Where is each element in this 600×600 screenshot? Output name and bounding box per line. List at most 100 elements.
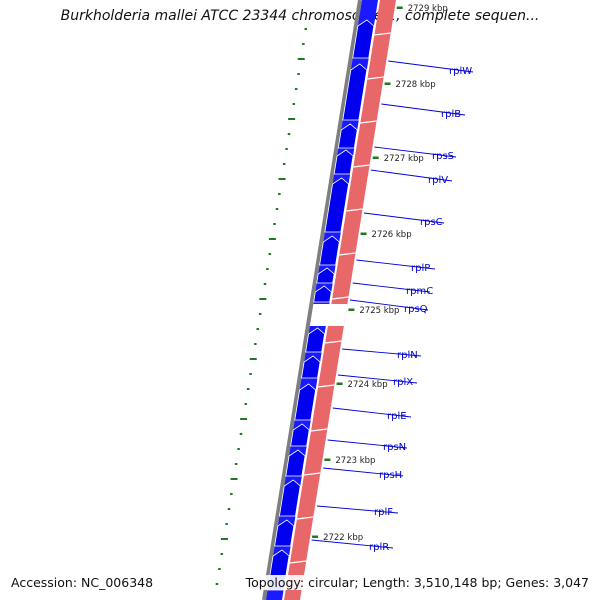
gene-leader-line bbox=[323, 467, 404, 477]
gc-skew-mark bbox=[285, 148, 288, 150]
gc-skew-mark bbox=[259, 298, 267, 300]
gene-leader-line bbox=[374, 146, 457, 158]
gene-arrow bbox=[278, 479, 301, 517]
gene-label: rplP bbox=[411, 263, 430, 274]
gc-skew-mark bbox=[246, 388, 250, 390]
gc-skew-mark bbox=[287, 133, 291, 135]
gc-skew-mark bbox=[297, 73, 300, 75]
gc-skew-mark bbox=[297, 58, 305, 60]
kbp-label: 2727 kbp bbox=[384, 154, 424, 164]
backbone-track bbox=[262, 0, 362, 600]
gc-skew-mark bbox=[220, 538, 228, 540]
gc-skew-mark bbox=[237, 448, 240, 450]
gene-arrow bbox=[294, 383, 317, 421]
gene-leader-line bbox=[342, 348, 422, 357]
topology-label: Topology: circular; Length: 3,510,148 bp… bbox=[243, 575, 591, 590]
gc-skew-mark bbox=[304, 28, 308, 30]
gene-leader-line bbox=[332, 407, 412, 418]
gene-label: rplF bbox=[374, 507, 393, 518]
gene-leader-line bbox=[381, 103, 466, 116]
gc-skew-mark bbox=[218, 568, 221, 570]
gc-skew-mark bbox=[292, 103, 296, 105]
gene-leader-line bbox=[356, 259, 436, 270]
reverse-track-separator bbox=[346, 208, 363, 212]
gene-arrow bbox=[301, 355, 321, 379]
gc-skew-mark bbox=[268, 253, 272, 255]
gene-label: rplX bbox=[393, 377, 413, 388]
reverse-track-separator bbox=[332, 296, 349, 300]
gene-leader-line bbox=[327, 439, 408, 449]
gc-skew-mark bbox=[288, 118, 296, 120]
reverse-track-separator bbox=[303, 472, 321, 476]
reverse-track-separator bbox=[289, 560, 307, 564]
gene-label: rplN bbox=[397, 350, 418, 361]
gene-arrow bbox=[313, 285, 332, 303]
kbp-tick bbox=[348, 308, 355, 311]
gc-skew-mark bbox=[263, 283, 267, 285]
gc-skew-mark bbox=[294, 88, 298, 90]
gc-skew-mark bbox=[258, 313, 262, 315]
reverse-track-separator bbox=[360, 120, 377, 124]
kbp-label: 2729 kbp bbox=[408, 4, 448, 14]
gc-skew-mark bbox=[268, 238, 276, 240]
gc-skew-mark bbox=[220, 553, 224, 555]
gene-arrow bbox=[290, 423, 310, 447]
gc-skew-mark bbox=[249, 358, 257, 360]
reverse-track-separator bbox=[339, 252, 356, 256]
gene-arrow bbox=[337, 123, 358, 149]
kbp-label: 2724 kbp bbox=[348, 380, 388, 390]
gene-arrow bbox=[305, 327, 325, 353]
gene-labels: rplW rplB rpsS rplV rpsC rplP rpmC rpsQ rplN rplX… bbox=[311, 60, 474, 553]
kbp-tick bbox=[396, 6, 403, 9]
gene-arrow bbox=[352, 19, 375, 59]
kbp-label: 2723 kbp bbox=[335, 456, 375, 466]
reverse-track-separator bbox=[310, 428, 328, 432]
kbp-tick bbox=[312, 535, 319, 538]
gc-skew-mark bbox=[278, 193, 281, 195]
gc-skew-mark bbox=[225, 523, 228, 525]
kbp-tick bbox=[360, 232, 367, 235]
gene-leader-line bbox=[363, 212, 445, 224]
kbp-tick bbox=[324, 458, 331, 461]
gene-arrow bbox=[285, 449, 306, 477]
gc-skew-mark bbox=[227, 508, 231, 510]
reverse-track-separator bbox=[367, 76, 384, 80]
gene-label: rpsC bbox=[420, 217, 443, 228]
gene-arrows bbox=[267, 19, 375, 591]
gc-skew-mark bbox=[254, 343, 257, 345]
kbp-ruler: 2729 kbp 2728 kbp 2727 kbp 2726 kbp 2725 kbp… bbox=[312, 4, 448, 543]
gene-leader-line bbox=[352, 282, 431, 293]
gene-arrow bbox=[342, 63, 368, 121]
gene-label: rpsH bbox=[379, 470, 402, 481]
gene-arrow bbox=[316, 267, 335, 284]
gc-skew-mark bbox=[278, 178, 286, 180]
track-gap bbox=[309, 304, 348, 326]
kbp-label: 2722 kbp bbox=[323, 533, 363, 543]
gc-skew-mark bbox=[244, 403, 248, 405]
gene-label: rpsS bbox=[432, 151, 454, 162]
gc-skew-mark bbox=[239, 433, 243, 435]
kbp-tick bbox=[384, 82, 391, 85]
gene-label: rpsQ bbox=[404, 304, 428, 315]
kbp-label: 2728 kbp bbox=[396, 80, 436, 90]
gc-skew-mark bbox=[240, 418, 248, 420]
gc-skew-mark bbox=[282, 163, 286, 165]
gene-label: rplR bbox=[369, 542, 389, 553]
gc-skew-mark bbox=[230, 493, 233, 495]
gene-leader-line bbox=[337, 374, 418, 384]
reverse-track-separator bbox=[318, 384, 335, 388]
gc-skew-mark bbox=[230, 478, 238, 480]
gene-leader-line bbox=[349, 299, 429, 311]
gc-skew-mark bbox=[215, 583, 219, 585]
reverse-track-band bbox=[284, 0, 396, 600]
reverse-track-separator bbox=[353, 164, 370, 168]
reverse-track-separator bbox=[374, 32, 391, 36]
gene-arrow bbox=[274, 519, 295, 547]
reverse-track-separator bbox=[296, 516, 314, 520]
gene-label: rplB bbox=[441, 109, 461, 120]
gc-skew-mark bbox=[273, 223, 276, 225]
map-title: Burkholderia mallei ATCC 23344 chromosom… bbox=[60, 8, 540, 24]
kbp-label: 2725 kbp bbox=[359, 306, 399, 316]
gene-leader-line bbox=[311, 539, 394, 549]
